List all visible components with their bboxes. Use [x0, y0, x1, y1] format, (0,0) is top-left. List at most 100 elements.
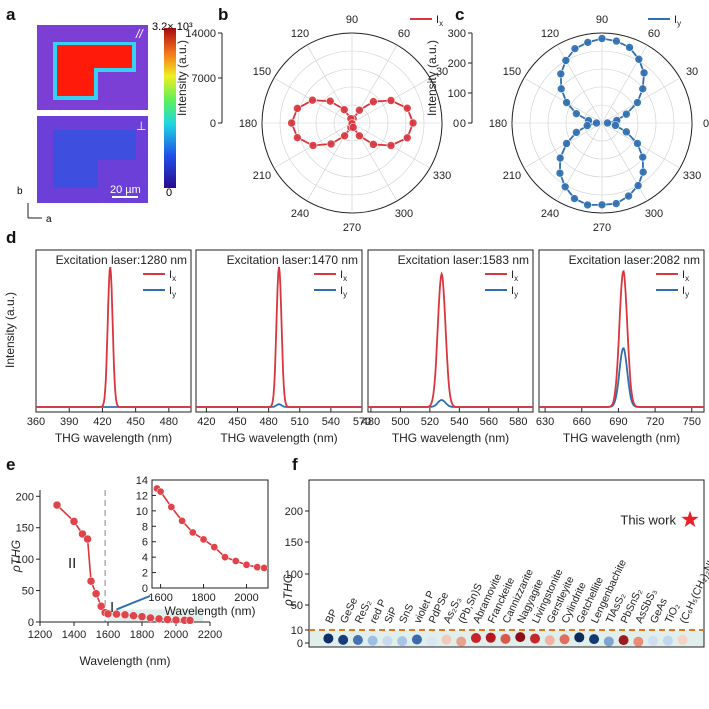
polar-data-point	[326, 139, 336, 149]
polar-angle-tick: 60	[398, 28, 410, 40]
rho-ytick-label: 150	[16, 523, 34, 535]
region-i-label: I	[110, 599, 114, 616]
material-point	[515, 632, 526, 643]
polar-data-point	[612, 36, 621, 46]
inset-ytick-label: 10	[136, 506, 148, 518]
polar-data-point	[633, 98, 642, 107]
polar-radial-tick-label: 7000	[192, 73, 216, 85]
polar-data-point	[592, 118, 601, 128]
panel-label-b: b	[218, 5, 228, 24]
polar-data-point	[355, 105, 364, 115]
spectrum-xtick-label: 480	[259, 416, 277, 428]
flake-perpendicular	[53, 130, 136, 188]
spectrum-xtick-label: 660	[573, 416, 591, 428]
polar-data-point	[638, 84, 648, 94]
polar-radial-tick-label: 14000	[185, 28, 216, 40]
polar-angle-tick: 300	[395, 208, 413, 220]
spectrum-xtick-label: 630	[536, 416, 554, 428]
polar-data-point	[638, 152, 648, 162]
inset-ytick-label: 4	[142, 552, 148, 564]
spectrum-xtick-label: 560	[480, 416, 498, 428]
polar-data-point	[348, 123, 358, 132]
spectrum-xtick-label: 720	[646, 416, 664, 428]
material-point	[530, 633, 541, 644]
rho-point	[129, 611, 138, 620]
comparison-ytick-label: 10	[291, 625, 303, 637]
material-point	[470, 633, 481, 644]
spectrum-legend-iy: Iy	[169, 285, 176, 299]
inset-ytick-label: 8	[142, 521, 148, 533]
polar-data-point	[611, 121, 620, 130]
rho-point	[91, 589, 101, 598]
polar-data-point	[556, 84, 566, 94]
this-work-label: This work	[620, 513, 676, 528]
polar-ylabel: Intensity (a.u.)	[175, 40, 189, 116]
spectrum-frame	[195, 249, 363, 413]
spectrum-xtick-label: 510	[291, 416, 309, 428]
polar-angle-tick: 0	[453, 118, 459, 130]
polar-data-point	[408, 118, 418, 128]
comparison-ytick-label: 200	[285, 506, 303, 518]
rho-ylabel: ρTHG	[9, 540, 23, 573]
material-label: BP	[323, 607, 340, 625]
material-point	[589, 634, 600, 645]
material-point	[662, 635, 673, 646]
spectrum-ix-line	[368, 271, 533, 408]
material-point	[367, 635, 378, 646]
inset-ytick-label: 12	[136, 490, 148, 502]
material-point	[500, 633, 511, 644]
polar-angle-tick: 330	[683, 170, 701, 182]
rho-xtick-label: 2200	[198, 629, 222, 641]
inset-xtick-label: 1600	[148, 592, 172, 604]
spectrum-xtick-label: 520	[421, 416, 439, 428]
rho-xtick-label: 1600	[96, 629, 120, 641]
polar-angle-tick: 120	[541, 28, 559, 40]
polar-data-point	[308, 141, 318, 150]
inset-point	[242, 561, 251, 569]
spectrum-xlabel: THG wavelength (nm)	[392, 431, 509, 445]
polar-data-point	[638, 167, 648, 177]
this-work-star	[681, 510, 699, 527]
spectrum-legend-ix: Ix	[511, 269, 518, 283]
spectrum-xtick-label: 540	[450, 416, 468, 428]
material-point	[382, 635, 393, 646]
polar-data-point	[582, 121, 592, 130]
rho-xtick-label: 1400	[62, 629, 86, 641]
spectrum-legend-ix: Ix	[340, 269, 347, 283]
spectrum-xtick-label: 580	[509, 416, 527, 428]
inset-point	[156, 487, 165, 496]
polar-data-point	[622, 109, 631, 119]
inset-point	[210, 543, 219, 551]
polar-data-point	[633, 139, 642, 148]
rho-ytick-label: 50	[22, 586, 34, 598]
polar-data-point	[583, 38, 593, 47]
spectrum-title: Excitation laser:1583 nm	[398, 253, 529, 267]
flake-parallel	[57, 45, 132, 96]
inset-point	[253, 563, 262, 572]
rho-point	[86, 576, 96, 586]
material-point	[559, 634, 570, 645]
material-point	[441, 634, 452, 645]
crystal-axis-a-label: a	[46, 214, 52, 225]
polar-radial-tick-label: 300	[448, 28, 466, 40]
polar-angle-tick: 150	[503, 66, 521, 78]
polarization-parallel-label: //	[135, 27, 144, 41]
polar-data-point	[597, 200, 607, 210]
spectrum-xtick-label: 690	[609, 416, 627, 428]
material-point	[323, 633, 334, 644]
spectrum-legend-iy: Iy	[340, 285, 347, 299]
spectrum-legend-iy: Iy	[511, 285, 518, 299]
spectrum-title: Excitation laser:2082 nm	[569, 253, 700, 267]
polar-legend-label: Iy	[674, 14, 681, 28]
inset-point	[199, 535, 208, 544]
scalebar-label: 20 µm	[110, 184, 141, 196]
polar-data-point	[293, 133, 302, 142]
rho-point	[171, 615, 181, 625]
polar-angle-tick: 30	[686, 66, 698, 78]
polar-radial-tick-label: 0	[210, 118, 216, 130]
polar-angle-tick: 150	[253, 66, 271, 78]
comparison-ytick-label: 150	[285, 537, 303, 549]
spectrum-ix-line	[196, 266, 362, 408]
spectrum-legend-ix: Ix	[682, 269, 689, 283]
